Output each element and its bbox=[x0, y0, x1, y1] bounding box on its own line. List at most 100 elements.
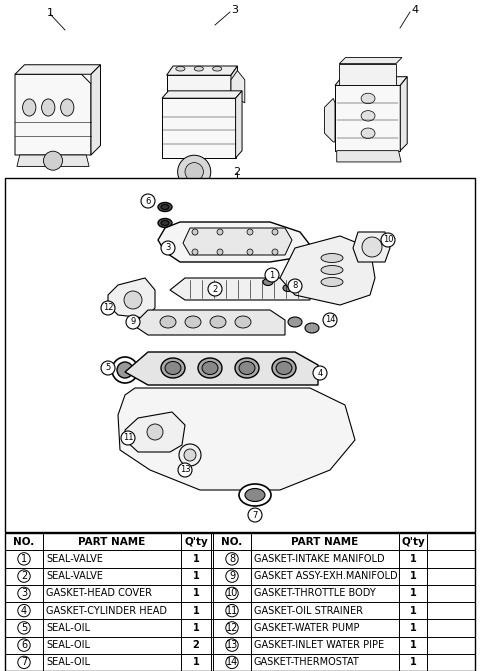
Text: 14: 14 bbox=[325, 315, 335, 325]
Ellipse shape bbox=[202, 362, 218, 374]
Ellipse shape bbox=[60, 99, 74, 116]
Text: GASKET-WATER PUMP: GASKET-WATER PUMP bbox=[254, 623, 360, 633]
Ellipse shape bbox=[361, 128, 375, 138]
Ellipse shape bbox=[361, 93, 375, 104]
Text: 2: 2 bbox=[233, 167, 240, 177]
Circle shape bbox=[178, 155, 211, 189]
Text: 12: 12 bbox=[226, 623, 238, 633]
Circle shape bbox=[265, 268, 279, 282]
Ellipse shape bbox=[239, 484, 271, 506]
Polygon shape bbox=[231, 66, 238, 98]
Text: 4: 4 bbox=[317, 368, 323, 378]
Circle shape bbox=[117, 362, 133, 378]
Ellipse shape bbox=[185, 316, 201, 328]
Text: 1: 1 bbox=[192, 554, 199, 564]
Ellipse shape bbox=[161, 205, 169, 209]
Text: 4: 4 bbox=[21, 606, 27, 615]
Circle shape bbox=[18, 621, 30, 634]
Circle shape bbox=[226, 587, 238, 600]
Text: 4: 4 bbox=[411, 5, 419, 15]
Circle shape bbox=[323, 313, 337, 327]
Circle shape bbox=[121, 431, 135, 445]
Text: GASKET-CYLINDER HEAD: GASKET-CYLINDER HEAD bbox=[46, 606, 167, 615]
Text: 2: 2 bbox=[212, 285, 217, 293]
Polygon shape bbox=[170, 278, 310, 300]
Ellipse shape bbox=[321, 278, 343, 287]
Text: 1: 1 bbox=[409, 571, 416, 581]
Ellipse shape bbox=[263, 278, 273, 285]
Text: 3: 3 bbox=[231, 5, 239, 15]
Circle shape bbox=[247, 249, 253, 255]
Polygon shape bbox=[158, 222, 310, 262]
Circle shape bbox=[178, 463, 192, 477]
Circle shape bbox=[226, 605, 238, 617]
Text: 14: 14 bbox=[226, 658, 238, 668]
Bar bbox=[5, 533, 475, 671]
Polygon shape bbox=[118, 388, 355, 490]
Polygon shape bbox=[91, 64, 100, 155]
Text: 1: 1 bbox=[409, 658, 416, 668]
Text: 2: 2 bbox=[192, 640, 199, 650]
Text: 11: 11 bbox=[123, 433, 133, 442]
Text: 3: 3 bbox=[21, 588, 27, 599]
Polygon shape bbox=[17, 155, 89, 166]
Circle shape bbox=[362, 237, 382, 257]
Polygon shape bbox=[400, 76, 407, 151]
Circle shape bbox=[192, 249, 198, 255]
Circle shape bbox=[101, 361, 115, 375]
Ellipse shape bbox=[176, 66, 185, 71]
Text: 1: 1 bbox=[192, 588, 199, 599]
Circle shape bbox=[18, 553, 30, 565]
Circle shape bbox=[226, 570, 238, 582]
Polygon shape bbox=[231, 70, 245, 103]
Ellipse shape bbox=[158, 219, 172, 227]
Polygon shape bbox=[108, 278, 155, 318]
Text: GASKET-HEAD COVER: GASKET-HEAD COVER bbox=[46, 588, 152, 599]
Ellipse shape bbox=[321, 254, 343, 262]
Circle shape bbox=[18, 570, 30, 582]
Text: 1: 1 bbox=[409, 588, 416, 599]
Ellipse shape bbox=[210, 316, 226, 328]
Text: 11: 11 bbox=[226, 606, 238, 615]
Ellipse shape bbox=[276, 362, 292, 374]
Circle shape bbox=[226, 639, 238, 652]
Circle shape bbox=[101, 301, 115, 315]
Polygon shape bbox=[183, 228, 292, 255]
Circle shape bbox=[313, 366, 327, 380]
Polygon shape bbox=[335, 76, 407, 85]
Text: PART NAME: PART NAME bbox=[78, 537, 145, 547]
Text: 1: 1 bbox=[192, 623, 199, 633]
Circle shape bbox=[381, 233, 395, 247]
Circle shape bbox=[226, 553, 238, 565]
Text: Q'ty: Q'ty bbox=[184, 537, 208, 547]
Polygon shape bbox=[125, 352, 318, 385]
Text: 8: 8 bbox=[229, 554, 235, 564]
Text: 1: 1 bbox=[409, 554, 416, 564]
Text: GASKET-OIL STRAINER: GASKET-OIL STRAINER bbox=[254, 606, 363, 615]
Circle shape bbox=[248, 508, 262, 522]
Ellipse shape bbox=[272, 358, 296, 378]
Text: 7: 7 bbox=[21, 658, 27, 668]
Ellipse shape bbox=[239, 362, 255, 374]
Text: 12: 12 bbox=[103, 303, 113, 313]
Ellipse shape bbox=[158, 203, 172, 211]
Text: GASKET-THROTTLE BODY: GASKET-THROTTLE BODY bbox=[254, 588, 376, 599]
Polygon shape bbox=[167, 66, 238, 75]
Circle shape bbox=[217, 249, 223, 255]
Text: SEAL-VALVE: SEAL-VALVE bbox=[46, 554, 103, 564]
Text: PART NAME: PART NAME bbox=[291, 537, 359, 547]
Polygon shape bbox=[15, 74, 91, 155]
Circle shape bbox=[141, 194, 155, 208]
Circle shape bbox=[226, 621, 238, 634]
Text: 9: 9 bbox=[229, 571, 235, 581]
Circle shape bbox=[247, 229, 253, 235]
Text: Q'ty: Q'ty bbox=[401, 537, 425, 547]
Circle shape bbox=[161, 241, 175, 255]
Polygon shape bbox=[15, 64, 100, 74]
Ellipse shape bbox=[283, 285, 293, 291]
Text: 10: 10 bbox=[226, 588, 238, 599]
Text: 13: 13 bbox=[226, 640, 238, 650]
Polygon shape bbox=[125, 412, 185, 452]
Bar bbox=[5, 178, 475, 532]
Circle shape bbox=[124, 291, 142, 309]
